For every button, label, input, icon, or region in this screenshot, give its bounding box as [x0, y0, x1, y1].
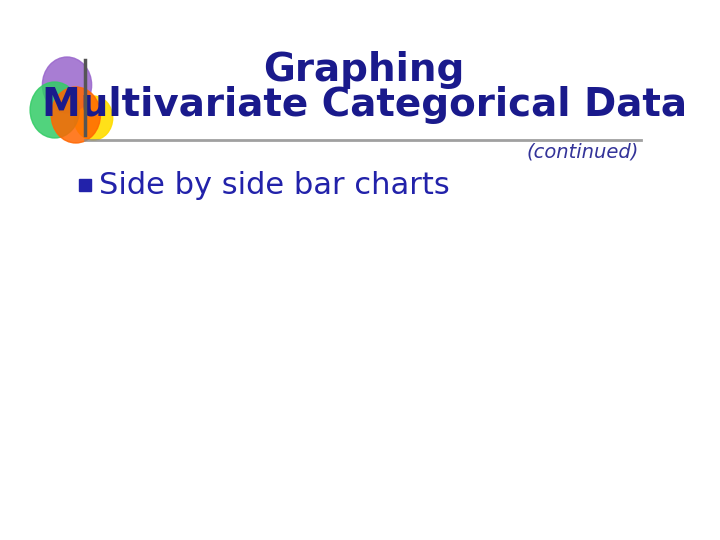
- Circle shape: [51, 87, 100, 143]
- Text: Side by side bar charts: Side by side bar charts: [99, 171, 449, 199]
- Circle shape: [42, 57, 91, 113]
- Text: Graphing: Graphing: [264, 51, 465, 89]
- Text: (continued): (continued): [526, 142, 639, 161]
- Circle shape: [74, 96, 113, 140]
- Text: Multivariate Categorical Data: Multivariate Categorical Data: [42, 86, 687, 124]
- Circle shape: [30, 82, 79, 138]
